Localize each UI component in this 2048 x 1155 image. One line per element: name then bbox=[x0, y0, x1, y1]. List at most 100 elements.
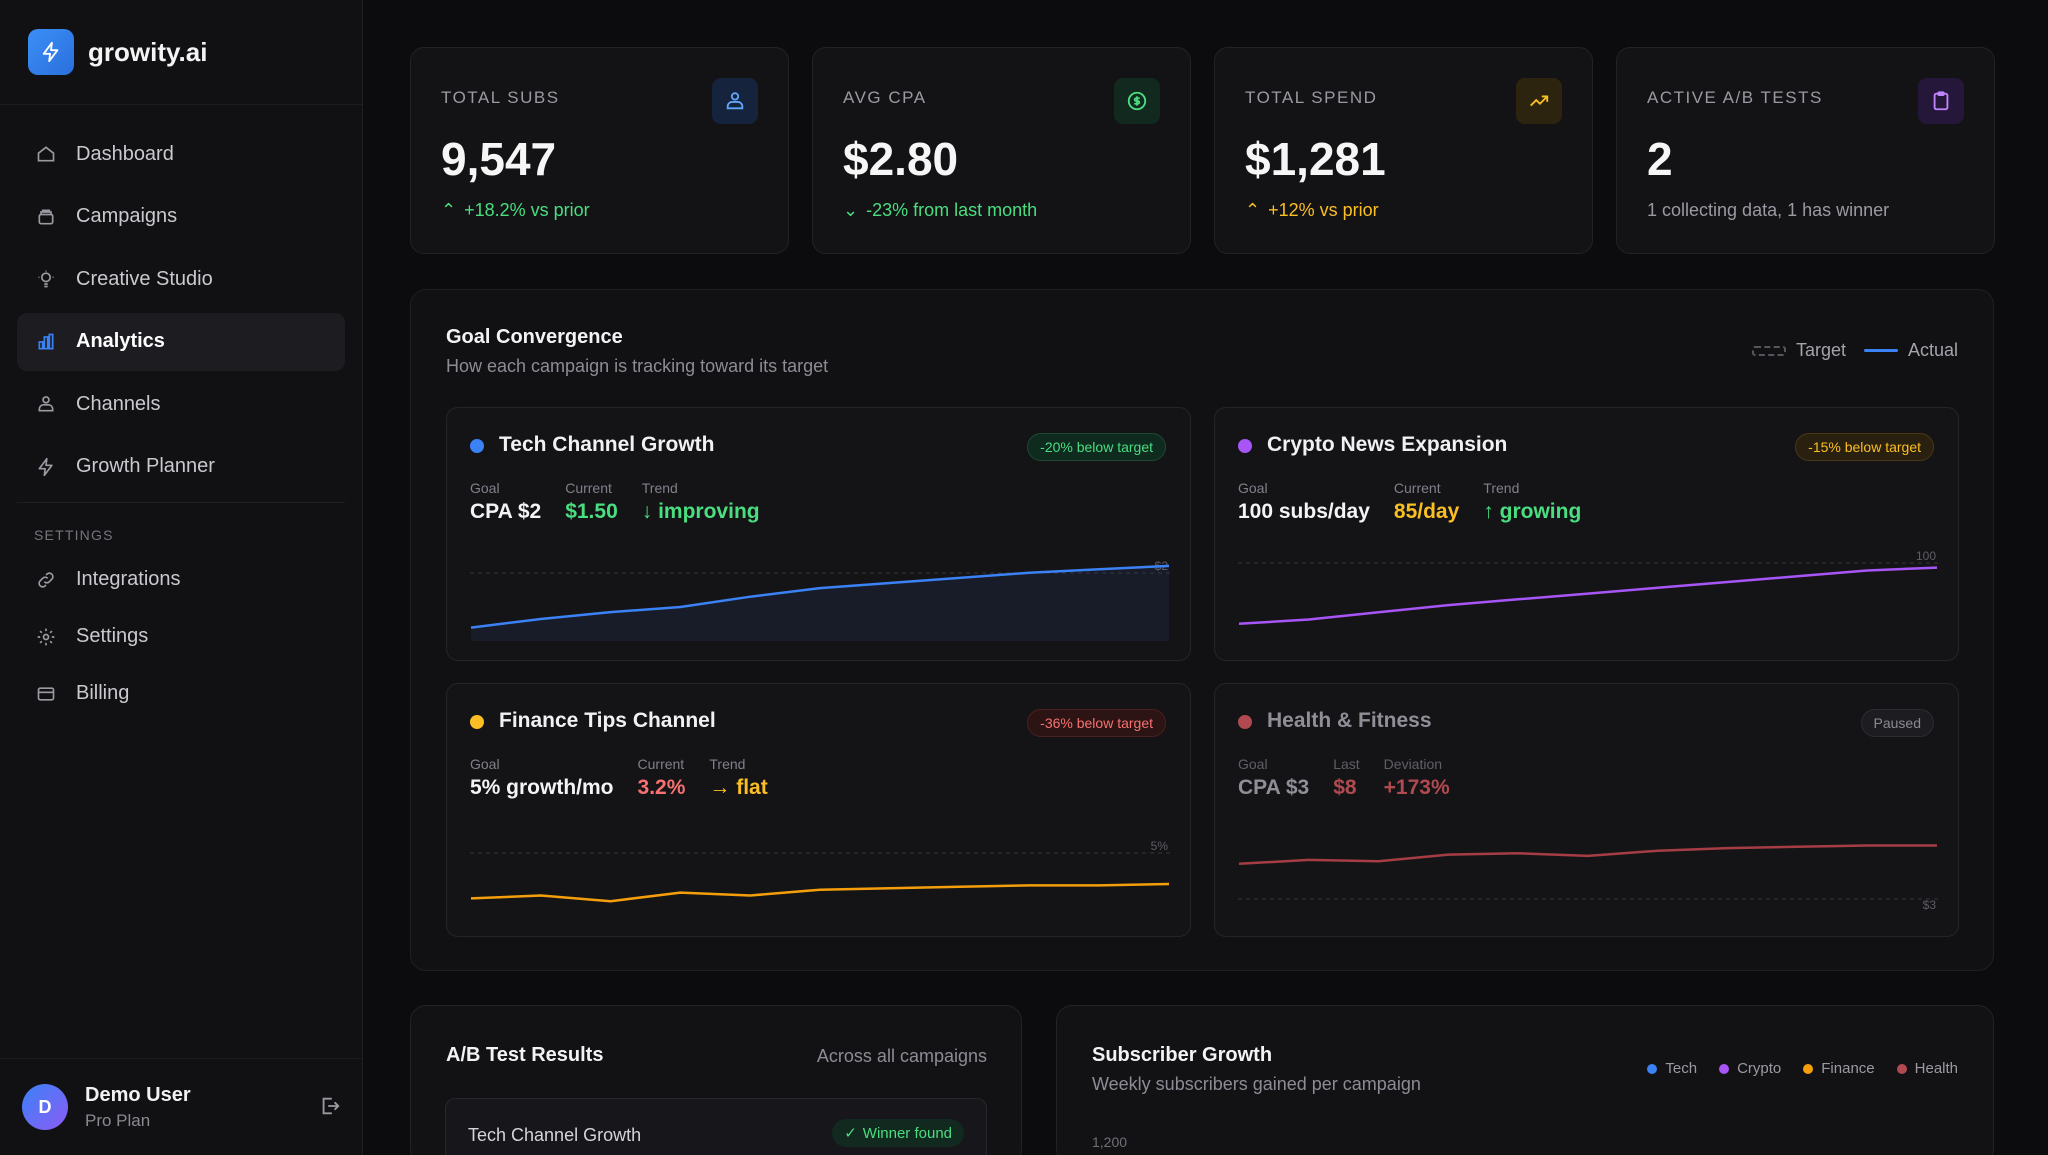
nav-item-creative-studio[interactable]: Creative Studio bbox=[17, 250, 345, 308]
main-content: TOTAL SUBS 9,547 ⌃ +18.2% vs prior AVG C… bbox=[364, 0, 2048, 1155]
actual-series-line bbox=[470, 882, 1170, 903]
users-icon bbox=[35, 393, 57, 415]
kpi-label: TOTAL SPEND bbox=[1245, 88, 1378, 107]
actual-series-line bbox=[1238, 566, 1938, 626]
actual-series-line bbox=[1238, 844, 1937, 866]
kpi-value: $2.80 bbox=[843, 133, 959, 185]
legend-dot bbox=[1647, 1064, 1658, 1075]
goal-card-health[interactable]: Health & Fitness Paused Goal CPA $3 Last $… bbox=[1214, 683, 1959, 937]
stat-label: Last bbox=[1333, 756, 1360, 772]
stat-label: Goal bbox=[470, 756, 500, 772]
stat-value: CPA $2 bbox=[470, 500, 542, 523]
status-badge: -15% below target bbox=[1795, 433, 1934, 461]
nav-label: Creative Studio bbox=[76, 267, 213, 290]
nav-label: Campaigns bbox=[76, 205, 178, 227]
stat-label: Current bbox=[637, 756, 685, 772]
sidebar: growity.ai Dashboard Campaigns Creative … bbox=[0, 0, 363, 1155]
legend-dot bbox=[1896, 1064, 1907, 1075]
goal-card-finance[interactable]: Finance Tips Channel -36% below target G… bbox=[446, 683, 1191, 937]
link-icon bbox=[35, 569, 57, 591]
stat-value: 3.2% bbox=[637, 776, 686, 799]
target-value-label: 100 bbox=[1916, 551, 1936, 563]
nav-item-dashboard[interactable]: Dashboard bbox=[17, 125, 345, 183]
credit-card-icon bbox=[35, 683, 57, 705]
sparkline-chart: 5% bbox=[470, 839, 1170, 903]
panel-title: Subscriber Growth bbox=[1092, 1044, 1273, 1066]
nav-label: Billing bbox=[76, 682, 130, 704]
stat-value: 100 subs/day bbox=[1238, 500, 1370, 523]
chevron-down-icon: ⌄ bbox=[843, 200, 859, 220]
brand[interactable]: growity.ai bbox=[0, 0, 362, 105]
kpi-card-total-spend: TOTAL SPEND $1,281 ⌃ +12% vs prior bbox=[1214, 47, 1593, 254]
status-badge: Paused bbox=[1860, 709, 1934, 737]
goal-card-tech[interactable]: Tech Channel Growth -20% below target Go… bbox=[446, 407, 1191, 661]
stat-value: $1.50 bbox=[565, 500, 618, 523]
clipboard-icon bbox=[1918, 78, 1964, 124]
stat-value: CPA $3 bbox=[1238, 776, 1310, 799]
nav-divider bbox=[17, 501, 345, 503]
ab-test-row[interactable]: Tech Channel Growth ✓ Winner found bbox=[445, 1098, 987, 1155]
nav-item-analytics[interactable]: Analytics bbox=[17, 312, 345, 371]
nav-label: Growth Planner bbox=[76, 455, 215, 477]
goal-convergence-panel: Goal Convergence How each campaign is tr… bbox=[410, 289, 1994, 971]
chart-legend: Target Actual bbox=[1751, 340, 1958, 361]
status-badge: ✓ Winner found bbox=[832, 1119, 964, 1147]
legend-item-finance: Finance bbox=[1803, 1060, 1875, 1077]
ab-test-name: Tech Channel Growth bbox=[468, 1125, 642, 1145]
target-legend-swatch bbox=[1751, 345, 1786, 356]
nav-item-campaigns[interactable]: Campaigns bbox=[17, 188, 345, 246]
status-badge: -20% below target bbox=[1027, 433, 1166, 461]
nav-label: Dashboard bbox=[76, 142, 174, 165]
legend-item-crypto: Crypto bbox=[1719, 1060, 1781, 1077]
legend-dot bbox=[1719, 1064, 1730, 1075]
panel-subtitle: Weekly subscribers gained per campaign bbox=[1092, 1074, 1421, 1094]
avatar: D bbox=[22, 1084, 68, 1130]
user-name: Demo User bbox=[85, 1083, 191, 1106]
campaign-name: Finance Tips Channel bbox=[499, 709, 716, 732]
stat-value: ↑ growing bbox=[1483, 500, 1582, 523]
target-value-label: $3 bbox=[1923, 898, 1937, 912]
chevron-up-icon: ⌃ bbox=[441, 200, 457, 220]
campaign-name: Tech Channel Growth bbox=[499, 433, 715, 456]
status-dot bbox=[470, 439, 484, 453]
panel-title: Goal Convergence bbox=[446, 326, 623, 348]
dollar-icon bbox=[1114, 78, 1160, 124]
gear-icon bbox=[35, 626, 57, 648]
legend-label: Finance bbox=[1821, 1060, 1875, 1077]
trending-up-icon bbox=[1516, 78, 1562, 124]
stat-value: 5% growth/mo bbox=[470, 776, 614, 799]
kpi-label: TOTAL SUBS bbox=[441, 88, 560, 107]
kpi-value: 2 bbox=[1647, 133, 1673, 185]
nav-item-settings[interactable]: Settings bbox=[17, 610, 345, 664]
ab-test-status: Winner found bbox=[862, 1124, 952, 1142]
kpi-card-avg-cpa: AVG CPA $2.80 ⌄ -23% from last month bbox=[812, 47, 1191, 254]
stat-value: 85/day bbox=[1393, 500, 1460, 523]
kpi-change: -23% from last month bbox=[866, 200, 1038, 220]
actual-series-line bbox=[470, 564, 1170, 629]
main-nav: Dashboard Campaigns Creative Studio Anal… bbox=[0, 105, 362, 721]
goal-card-crypto[interactable]: Crypto News Expansion -15% below target … bbox=[1214, 407, 1959, 661]
nav-label: Integrations bbox=[76, 568, 181, 590]
kpi-change: +12% vs prior bbox=[1268, 200, 1379, 220]
ab-test-results-panel: A/B Test Results Across all campaigns Te… bbox=[410, 1005, 1022, 1155]
logout-icon[interactable] bbox=[319, 1095, 341, 1122]
brand-name: growity.ai bbox=[88, 36, 208, 67]
nav-label: Analytics bbox=[76, 330, 165, 352]
nav-item-billing[interactable]: Billing bbox=[17, 667, 345, 721]
stat-label: Current bbox=[565, 480, 612, 496]
stat-value: $8 bbox=[1333, 776, 1357, 799]
legend-dot bbox=[1803, 1064, 1814, 1075]
legend-item-health: Health bbox=[1896, 1060, 1958, 1077]
stat-value: +173% bbox=[1383, 776, 1450, 799]
nav-item-growth-planner[interactable]: Growth Planner bbox=[17, 438, 345, 496]
lightning-logo-icon bbox=[28, 29, 74, 75]
nav-label: Channels bbox=[76, 392, 161, 415]
nav-item-integrations[interactable]: Integrations bbox=[17, 553, 345, 607]
layers-icon bbox=[35, 206, 57, 228]
user-profile[interactable]: D Demo User Pro Plan bbox=[0, 1058, 363, 1155]
nav-item-channels[interactable]: Channels bbox=[17, 375, 345, 433]
status-dot bbox=[1238, 439, 1252, 453]
stat-label: Goal bbox=[1238, 480, 1268, 496]
kpi-label: ACTIVE A/B TESTS bbox=[1647, 88, 1823, 107]
legend-label: Crypto bbox=[1737, 1060, 1782, 1077]
